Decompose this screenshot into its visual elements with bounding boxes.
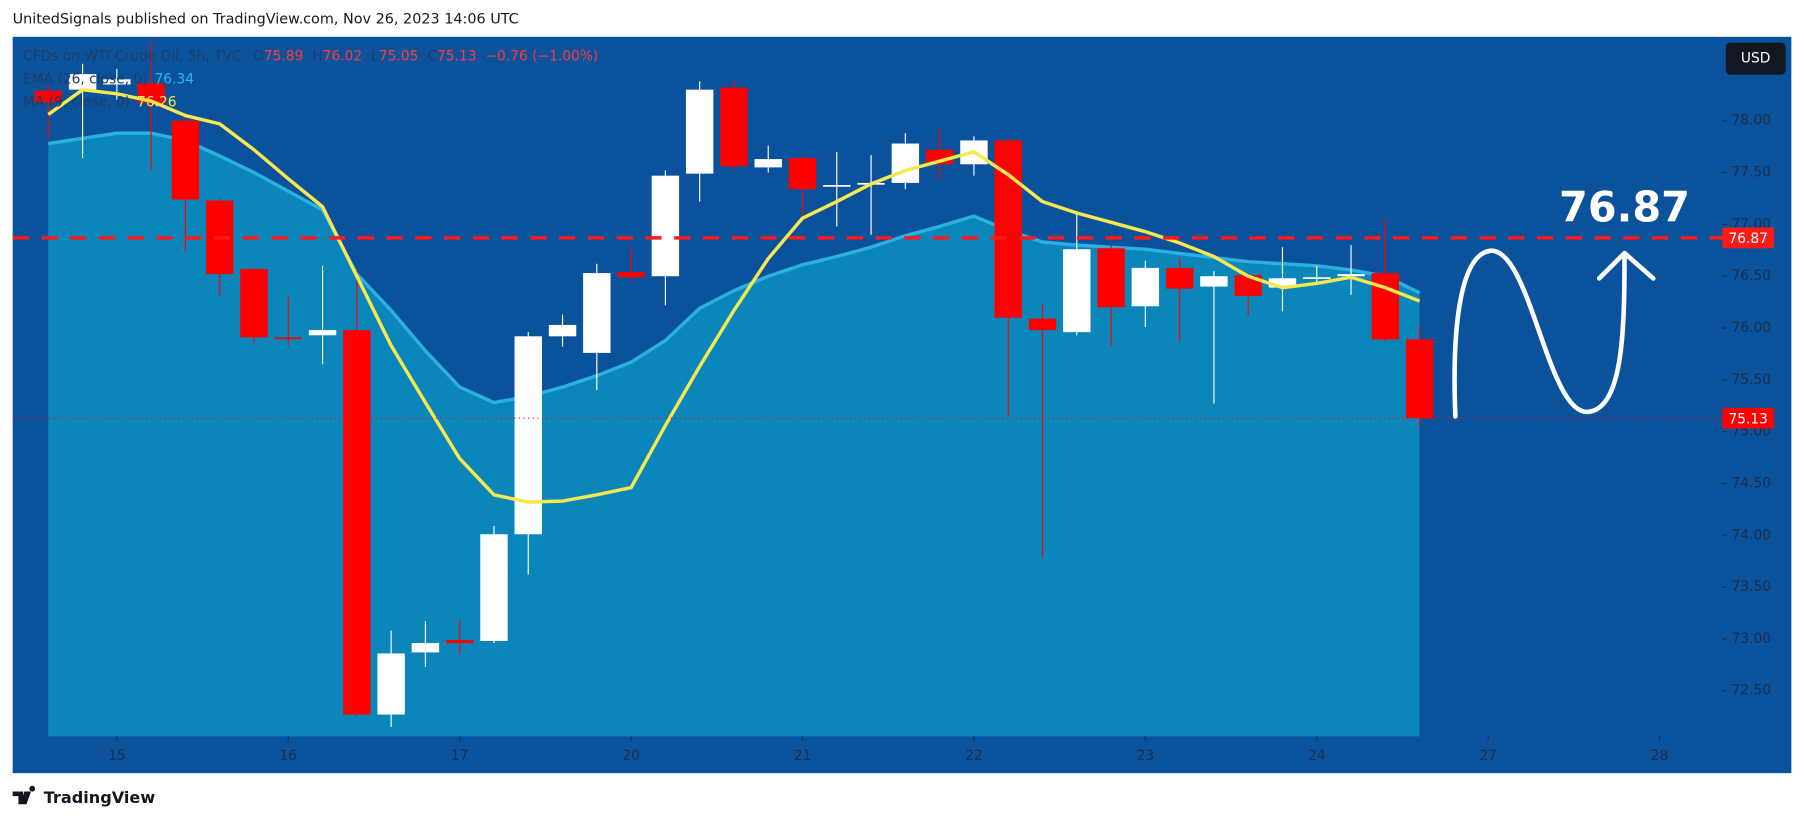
y-tick-label: 78.00 [1732, 113, 1772, 129]
candle-body [1200, 276, 1228, 287]
candle-body [1063, 249, 1091, 333]
currency-label: USD [1741, 51, 1770, 67]
legend-ema: EMA (26, close, 0) 76.34 [23, 71, 194, 87]
y-tick-label: 76.50 [1732, 268, 1772, 284]
candle-body [240, 268, 268, 338]
y-tick-label: 74.50 [1732, 475, 1772, 491]
candle-body [308, 330, 337, 336]
x-tick-label: 15 [108, 748, 126, 764]
candle-body [1131, 267, 1160, 307]
ohlc-value: 76.02 [323, 48, 363, 64]
ohlc-value: 75.13 [437, 48, 477, 64]
candle-body [103, 79, 131, 85]
ohlc-value: 75.05 [379, 48, 419, 64]
candle-body [411, 643, 440, 653]
candle-body [685, 89, 714, 174]
y-tick-label: 73.50 [1732, 579, 1772, 595]
x-tick-label: 23 [1137, 748, 1155, 764]
projection-arrow [1452, 248, 1627, 419]
candle-body [514, 336, 542, 535]
candle-body [754, 159, 782, 168]
candle-body [548, 324, 577, 337]
candle-body [377, 653, 405, 715]
legend-value: 76.26 [137, 94, 177, 110]
x-tick-label: 21 [794, 748, 812, 764]
candle-body [823, 185, 851, 187]
x-tick-label: 24 [1308, 748, 1326, 764]
x-tick-label: 28 [1651, 748, 1669, 764]
last-price-label: 75.13 [1728, 411, 1768, 427]
candle-body [34, 90, 63, 103]
overlay: 76.87 76.87 75.13 [1452, 184, 1775, 429]
brand-logo [12, 785, 36, 805]
candle-body [1337, 274, 1365, 277]
candle-body [445, 639, 474, 644]
legend-ma: MA (9, close, 0) 76.26 [23, 94, 177, 110]
candle-body [1268, 278, 1297, 288]
last-price-box [1722, 407, 1775, 429]
arrow-head [1596, 250, 1656, 281]
candle-body [617, 272, 645, 278]
candle-body [480, 534, 508, 641]
symbol-title: CFDs on WTI Crude Oil, 5h, TVC [23, 48, 242, 64]
ohlc-value: 75.89 [264, 48, 304, 64]
candle-body [788, 158, 817, 190]
y-tick-label: 72.50 [1732, 683, 1772, 699]
x-tick-label: 22 [965, 748, 983, 764]
y-tick-label: 73.00 [1732, 631, 1772, 647]
ohlc-label: C [427, 48, 437, 64]
x-tick-label: 16 [280, 748, 298, 764]
legend-name: MA (9, close, 0) [23, 94, 130, 110]
change-label: −0.76 (−1.00%) [485, 48, 598, 64]
y-tick-label: 77.50 [1732, 165, 1772, 181]
target-price-box [1722, 227, 1775, 249]
candle-body [891, 143, 920, 183]
candle-body [720, 87, 748, 167]
currency-button[interactable] [1725, 42, 1786, 75]
y-tick-label: 75.50 [1732, 372, 1772, 388]
candle-body [1405, 339, 1434, 419]
legend-value: 76.34 [155, 71, 195, 87]
plot: 72.5073.0073.5074.0074.5075.0075.5076.00… [12, 43, 1772, 764]
legend-name: EMA (26, close, 0) [23, 71, 148, 87]
candle-body [68, 74, 97, 90]
candle-body [1234, 275, 1262, 296]
candle-body [343, 330, 371, 715]
legend-symbol: CFDs on WTI Crude Oil, 5h, TVC O75.89 H7… [23, 48, 598, 64]
brand-name: TradingView [44, 788, 156, 807]
y-tick-label: 74.00 [1732, 527, 1772, 543]
candle-body [1097, 248, 1125, 308]
ma-line [47, 87, 1421, 504]
candle-body [274, 337, 302, 340]
candle-body [1303, 277, 1331, 279]
target-annotation: 76.87 [1559, 184, 1690, 232]
publish-header: UnitedSignals published on TradingView.c… [13, 12, 519, 28]
ohlc-label: H [312, 48, 322, 64]
x-tick-label: 27 [1479, 748, 1497, 764]
x-tick-label: 20 [622, 748, 640, 764]
x-tick-label: 17 [451, 748, 469, 764]
candle-body [171, 120, 200, 200]
y-tick-label: 76.00 [1732, 320, 1772, 336]
ohlc-label: L [371, 48, 379, 64]
ohlc-label: O [253, 48, 264, 64]
candle-body [1165, 267, 1194, 289]
candle-body [583, 273, 611, 353]
candle-body [651, 175, 680, 277]
target-price-label: 76.87 [1728, 231, 1768, 247]
candle-body [1028, 318, 1057, 331]
ema-line [48, 131, 1421, 405]
